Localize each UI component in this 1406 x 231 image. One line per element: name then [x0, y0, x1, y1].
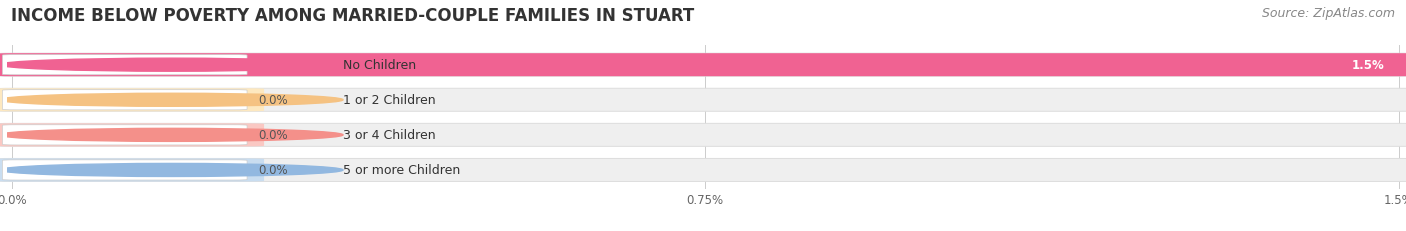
- Text: 0.0%: 0.0%: [259, 164, 288, 177]
- Circle shape: [0, 129, 343, 142]
- Text: 1 or 2 Children: 1 or 2 Children: [343, 94, 436, 107]
- FancyBboxPatch shape: [0, 124, 1406, 147]
- FancyBboxPatch shape: [0, 159, 264, 182]
- Text: No Children: No Children: [343, 59, 416, 72]
- Circle shape: [0, 94, 343, 107]
- FancyBboxPatch shape: [0, 54, 1406, 77]
- FancyBboxPatch shape: [0, 89, 1406, 112]
- FancyBboxPatch shape: [3, 160, 247, 180]
- Text: 1.5%: 1.5%: [1353, 59, 1385, 72]
- Text: Source: ZipAtlas.com: Source: ZipAtlas.com: [1261, 7, 1395, 20]
- FancyBboxPatch shape: [3, 55, 247, 76]
- Text: INCOME BELOW POVERTY AMONG MARRIED-COUPLE FAMILIES IN STUART: INCOME BELOW POVERTY AMONG MARRIED-COUPL…: [11, 7, 695, 25]
- Text: 0.0%: 0.0%: [259, 94, 288, 107]
- Text: 5 or more Children: 5 or more Children: [343, 164, 460, 177]
- Text: 3 or 4 Children: 3 or 4 Children: [343, 129, 436, 142]
- FancyBboxPatch shape: [0, 54, 1406, 77]
- FancyBboxPatch shape: [3, 90, 247, 110]
- Circle shape: [0, 164, 343, 177]
- FancyBboxPatch shape: [0, 89, 264, 112]
- FancyBboxPatch shape: [0, 159, 1406, 182]
- FancyBboxPatch shape: [0, 124, 264, 147]
- Text: 0.0%: 0.0%: [259, 129, 288, 142]
- Circle shape: [0, 59, 343, 72]
- FancyBboxPatch shape: [3, 125, 247, 145]
